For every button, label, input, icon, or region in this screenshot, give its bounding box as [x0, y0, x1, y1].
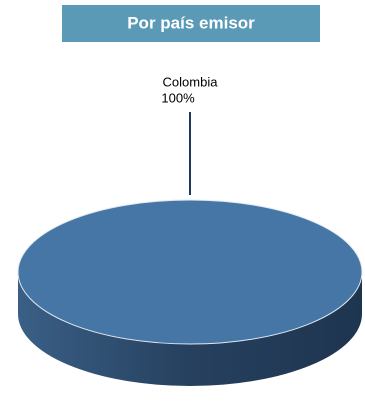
pie-slice	[17, 199, 363, 345]
chart-title: Por país emisor	[127, 13, 255, 32]
pie-side	[18, 272, 362, 386]
slice-category-label: Colombia	[163, 74, 219, 89]
slice-value-label: 100%	[161, 90, 195, 105]
title-banner	[62, 5, 320, 42]
